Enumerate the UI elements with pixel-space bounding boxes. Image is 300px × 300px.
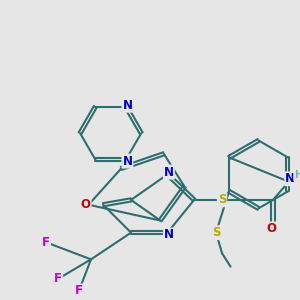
Text: F: F [75, 284, 83, 297]
Text: S: S [212, 226, 220, 239]
Text: N: N [285, 172, 295, 185]
Text: N: N [164, 229, 174, 242]
Text: S: S [218, 194, 226, 206]
Text: H: H [294, 170, 300, 180]
Text: F: F [42, 236, 50, 249]
Text: N: N [122, 154, 132, 168]
Text: F: F [54, 272, 62, 285]
Text: O: O [81, 198, 91, 211]
Text: N: N [122, 99, 132, 112]
Text: N: N [164, 166, 174, 178]
Text: O: O [267, 222, 277, 236]
